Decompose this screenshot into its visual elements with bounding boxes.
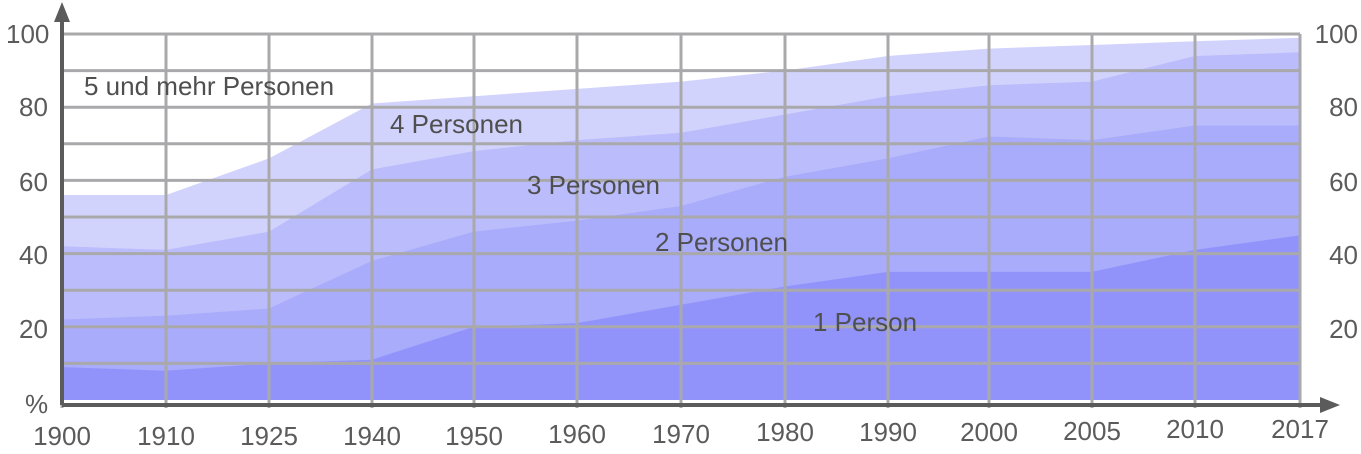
y-tick-right-40: 40 [1329, 240, 1358, 270]
y-axis-arrow [54, 2, 70, 22]
x-tick-1980: 1980 [756, 417, 814, 447]
y-tick-right-100: 100 [1315, 19, 1358, 49]
y-tick-labels-right: 100 80 60 40 20 [1315, 19, 1358, 344]
label-5-plus-persons: 5 und mehr Personen [84, 71, 334, 101]
x-tick-1925: 1925 [240, 421, 298, 451]
x-tick-2000: 2000 [960, 417, 1018, 447]
y-tick-labels-left: 100 80 60 40 20% [6, 19, 49, 419]
x-tick-1950: 1950 [445, 421, 503, 451]
x-tick-1940: 1940 [343, 421, 401, 451]
x-tick-2010: 2010 [1166, 414, 1224, 444]
label-3-persons: 3 Personen [527, 170, 660, 200]
band-labels: 5 und mehr Personen 4 Personen 3 Persone… [84, 71, 917, 337]
y-tick-right-80: 80 [1329, 92, 1358, 122]
x-tick-2005: 2005 [1063, 416, 1121, 446]
y-tick-right-60: 60 [1329, 167, 1358, 197]
x-tick-1960: 1960 [548, 419, 606, 449]
x-tick-1900: 1900 [33, 421, 91, 451]
y-tick-left-80: 80 [19, 92, 48, 122]
y-tick-left-20: 20 [19, 314, 48, 344]
x-tick-1910: 1910 [137, 421, 195, 451]
grid-lines [60, 32, 1302, 408]
x-axis-arrow [1320, 397, 1340, 413]
label-1-person: 1 Person [813, 307, 917, 337]
axes [54, 2, 1340, 413]
y-unit-label: % [25, 389, 48, 419]
y-tick-right-20: 20 [1329, 314, 1358, 344]
y-tick-left-100: 100 [6, 19, 49, 49]
label-2-persons: 2 Personen [655, 227, 788, 257]
y-tick-left-40: 40 [19, 240, 48, 270]
x-tick-2017: 2017 [1271, 414, 1329, 444]
y-tick-left-60: 60 [19, 167, 48, 197]
x-tick-labels: 1900 1910 1925 1940 1950 1960 1970 1980 1990 2000… [33, 414, 1329, 451]
x-tick-1990: 1990 [859, 417, 917, 447]
x-tick-1970: 1970 [652, 419, 710, 449]
label-4-persons: 4 Personen [390, 109, 523, 139]
